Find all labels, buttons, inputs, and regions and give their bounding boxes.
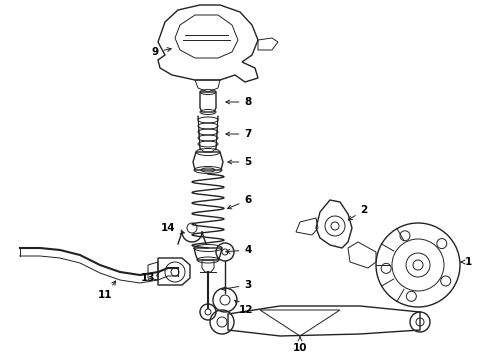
Text: 7: 7 xyxy=(226,129,252,139)
Text: 12: 12 xyxy=(235,300,253,315)
Text: 11: 11 xyxy=(98,281,116,300)
Text: 5: 5 xyxy=(228,157,252,167)
Text: 14: 14 xyxy=(161,223,184,234)
Text: 3: 3 xyxy=(222,280,252,291)
Text: 1: 1 xyxy=(461,257,471,267)
Text: 6: 6 xyxy=(227,195,252,209)
Text: 13: 13 xyxy=(141,273,159,283)
Text: 4: 4 xyxy=(226,245,252,255)
Text: 2: 2 xyxy=(348,205,368,220)
Text: 9: 9 xyxy=(151,47,171,57)
Text: 10: 10 xyxy=(293,337,307,353)
Text: 8: 8 xyxy=(226,97,252,107)
